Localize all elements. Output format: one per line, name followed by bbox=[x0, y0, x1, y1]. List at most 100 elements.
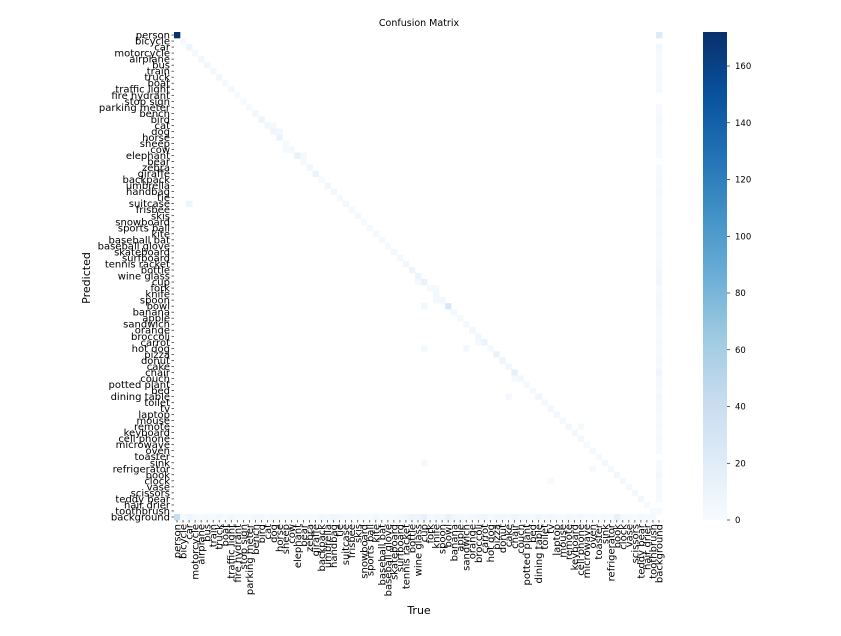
heatmap-cell bbox=[306, 164, 313, 171]
heatmap-cell bbox=[655, 116, 663, 123]
y-tick-label: kite bbox=[151, 229, 170, 240]
x-tick-label: skis bbox=[353, 524, 364, 543]
heatmap-cell bbox=[463, 345, 470, 352]
x-tick-label: knife bbox=[432, 524, 443, 549]
y-tick-label: horse bbox=[142, 133, 170, 144]
x-tick-label: dog bbox=[269, 524, 280, 543]
heatmap-cell bbox=[655, 146, 663, 153]
x-tick-label: hair drier bbox=[642, 523, 653, 570]
y-tick-labels: personbicyclecarmotorcycleairplanebustra… bbox=[98, 31, 174, 523]
y-tick-label: baseball glove bbox=[98, 241, 170, 252]
heatmap-cell bbox=[655, 272, 663, 280]
heatmap-cell bbox=[655, 405, 663, 412]
heatmap-cell bbox=[439, 297, 446, 304]
heatmap-cell bbox=[625, 513, 633, 521]
heatmap-cell bbox=[547, 405, 554, 412]
heatmap-cell bbox=[655, 152, 663, 159]
heatmap-cell bbox=[655, 351, 663, 358]
heatmap-cell bbox=[655, 110, 663, 117]
heatmap-cell bbox=[589, 513, 597, 521]
heatmap-cell bbox=[408, 266, 416, 274]
y-tick-label: train bbox=[147, 67, 170, 78]
heatmap-cell bbox=[655, 423, 663, 430]
heatmap-cells bbox=[174, 32, 663, 521]
heatmap-cell bbox=[655, 471, 663, 479]
y-tick-label: tv bbox=[160, 404, 170, 415]
x-tick-label: chair bbox=[510, 523, 521, 549]
y-tick-label: umbrella bbox=[126, 181, 170, 192]
y-tick-label: stop sign bbox=[125, 97, 170, 108]
heatmap-cell bbox=[541, 399, 548, 406]
heatmap-cell bbox=[655, 357, 663, 364]
heatmap-cell bbox=[318, 176, 325, 183]
heatmap-cell bbox=[655, 495, 663, 503]
y-tick-label: snowboard bbox=[115, 217, 170, 228]
y-tick-label: mouse bbox=[136, 416, 170, 427]
heatmap-cell bbox=[192, 50, 199, 57]
heatmap-cell bbox=[469, 513, 476, 521]
heatmap-cell bbox=[372, 513, 380, 521]
heatmap-cell bbox=[619, 477, 627, 485]
heatmap-cell bbox=[174, 32, 181, 39]
heatmap-cell bbox=[505, 393, 512, 400]
x-tick-label: spoon bbox=[438, 524, 449, 554]
x-tick-label: donut bbox=[498, 524, 509, 553]
y-tick-label: orange bbox=[135, 326, 170, 337]
y-tick-label: clock bbox=[144, 476, 170, 487]
heatmap-cell bbox=[204, 62, 211, 69]
heatmap-cell bbox=[577, 513, 584, 521]
heatmap-cell bbox=[643, 513, 651, 521]
heatmap-cell bbox=[342, 200, 350, 208]
heatmap-cell bbox=[318, 513, 325, 521]
heatmap-cell bbox=[589, 447, 597, 455]
heatmap-cell bbox=[390, 513, 398, 521]
heatmap-cell bbox=[258, 513, 265, 521]
heatmap-cell bbox=[330, 188, 337, 195]
heatmap-cell bbox=[252, 110, 259, 117]
y-tick-label: hot dog bbox=[132, 344, 170, 355]
x-tick-label: refrigerator bbox=[606, 523, 617, 581]
heatmap-cell bbox=[655, 345, 663, 352]
x-tick-label: frisbee bbox=[347, 524, 358, 558]
x-tick-label: tennis racket bbox=[401, 524, 412, 589]
y-tick-label: handbag bbox=[126, 187, 170, 198]
x-tick-label: apple bbox=[456, 524, 467, 552]
y-tick-label: airplane bbox=[129, 55, 170, 66]
y-tick-label: oven bbox=[145, 446, 170, 457]
y-tick-label: bed bbox=[151, 386, 170, 397]
heatmap-cell bbox=[246, 104, 253, 111]
heatmap-cell bbox=[408, 513, 416, 521]
heatmap-cell bbox=[469, 327, 476, 334]
heatmap-cell bbox=[655, 164, 663, 171]
colorbar-tick-label: 100 bbox=[735, 232, 751, 242]
heatmap-cell bbox=[655, 170, 663, 177]
heatmap-cell bbox=[595, 453, 603, 461]
heatmap-cell bbox=[655, 333, 663, 340]
heatmap-cell bbox=[300, 158, 307, 165]
y-tick-label: sports ball bbox=[118, 223, 170, 234]
heatmap-cell bbox=[348, 206, 356, 214]
heatmap-cell bbox=[541, 513, 548, 521]
heatmap-cell bbox=[312, 513, 319, 521]
x-tick-label: orange bbox=[468, 524, 479, 559]
y-tick-label: chair bbox=[145, 368, 171, 379]
x-tick-label: bench bbox=[251, 524, 262, 555]
heatmap-cell bbox=[655, 86, 663, 93]
heatmap-cell bbox=[583, 441, 590, 448]
y-tick-label: wine glass bbox=[118, 272, 170, 283]
x-tick-label: carrot bbox=[480, 524, 491, 554]
heatmap-cell bbox=[414, 272, 422, 280]
heatmap-cell bbox=[228, 513, 235, 521]
heatmap-cell bbox=[487, 345, 494, 352]
heatmap-cell bbox=[324, 182, 331, 189]
heatmap-cell bbox=[433, 513, 440, 521]
heatmap-cell bbox=[336, 194, 343, 201]
colorbar-ticks: 0 20 40 60 80 100 120 140 160 bbox=[727, 62, 751, 526]
heatmap-cell bbox=[276, 134, 283, 141]
heatmap-cell bbox=[186, 44, 193, 51]
heatmap-cell bbox=[475, 333, 482, 340]
y-tick-label: traffic light bbox=[115, 85, 170, 96]
heatmap-cell bbox=[565, 513, 572, 521]
x-axis-label: True bbox=[406, 604, 431, 617]
